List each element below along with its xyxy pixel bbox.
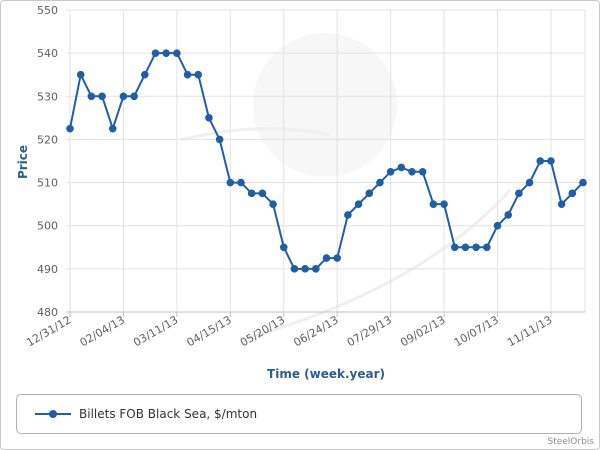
data-point[interactable] <box>376 178 384 187</box>
x-tick-label: 09/02/13 <box>398 313 447 349</box>
data-point[interactable] <box>515 189 523 198</box>
x-tick-label: 11/11/13 <box>505 313 554 349</box>
data-point[interactable] <box>173 49 181 57</box>
data-point[interactable] <box>568 189 577 198</box>
data-point[interactable] <box>536 157 545 165</box>
data-point[interactable] <box>461 243 470 252</box>
watermark-logo <box>179 33 512 342</box>
y-tick-label: 510 <box>37 177 58 190</box>
data-point[interactable] <box>386 167 395 176</box>
data-point[interactable] <box>194 70 203 79</box>
legend-label: Billets FOB Black Sea, $/mton <box>79 407 258 421</box>
line-chart: 480 490 500 510 520 530 540 550 12/31/12 02/04/1… <box>16 4 587 381</box>
data-point[interactable] <box>226 178 235 187</box>
data-point[interactable] <box>483 243 491 252</box>
x-tick-label: 02/04/13 <box>78 313 127 349</box>
y-tick-label: 550 <box>37 4 58 17</box>
x-tick-label: 10/07/13 <box>452 313 501 349</box>
legend[interactable]: Billets FOB Black Sea, $/mton <box>16 394 582 434</box>
x-tick-label: 04/15/13 <box>185 313 234 349</box>
data-point[interactable] <box>87 92 96 101</box>
data-point[interactable] <box>418 167 427 176</box>
data-point[interactable] <box>183 70 192 79</box>
data-point[interactable] <box>344 211 352 219</box>
data-point[interactable] <box>205 114 213 122</box>
data-point[interactable] <box>301 265 309 273</box>
credit-text: SteelOrbis <box>547 437 594 447</box>
series-layer <box>66 49 587 273</box>
legend-symbol <box>35 410 71 418</box>
y-tick-label: 520 <box>37 133 58 146</box>
data-point[interactable] <box>247 189 256 198</box>
data-point[interactable] <box>119 92 128 101</box>
x-axis-title: Time (week.year) <box>267 367 385 381</box>
x-tick-label: 06/24/13 <box>291 313 340 349</box>
x-axis-ticks: 12/31/12 02/04/13 03/11/13 04/15/13 05/20/13… <box>24 311 585 349</box>
data-point[interactable] <box>450 243 459 252</box>
y-tick-label: 490 <box>37 263 58 276</box>
data-point[interactable] <box>397 163 406 172</box>
y-tick-label: 500 <box>37 220 58 233</box>
x-tick-label: 03/11/13 <box>131 313 180 349</box>
x-tick-label: 05/20/13 <box>238 313 287 349</box>
data-point[interactable] <box>76 70 85 79</box>
data-point[interactable] <box>66 124 74 133</box>
data-point[interactable] <box>258 189 267 198</box>
y-axis-title: Price <box>16 145 30 179</box>
data-point[interactable] <box>354 200 363 208</box>
data-point[interactable] <box>215 135 224 144</box>
x-tick-label: 07/29/13 <box>345 313 394 349</box>
data-point[interactable] <box>525 178 534 187</box>
data-point[interactable] <box>547 157 555 165</box>
data-point[interactable] <box>269 200 277 208</box>
data-point[interactable] <box>279 243 288 252</box>
y-tick-label: 530 <box>37 90 58 103</box>
data-point[interactable] <box>472 243 480 252</box>
data-point[interactable] <box>312 265 320 273</box>
data-point[interactable] <box>108 124 117 133</box>
data-point[interactable] <box>504 211 512 219</box>
data-point[interactable] <box>290 265 299 273</box>
data-point[interactable] <box>493 221 502 230</box>
y-tick-label: 480 <box>37 306 58 319</box>
data-point[interactable] <box>151 49 160 57</box>
data-point[interactable] <box>579 178 587 187</box>
data-point[interactable] <box>130 92 138 101</box>
data-point[interactable] <box>141 70 149 79</box>
data-point[interactable] <box>429 200 438 208</box>
data-point[interactable] <box>237 178 245 187</box>
y-axis-ticks: 480 490 500 510 520 530 540 550 <box>37 4 58 319</box>
data-point[interactable] <box>98 92 106 101</box>
data-point[interactable] <box>557 200 566 208</box>
data-point[interactable] <box>440 200 448 208</box>
data-point[interactable] <box>162 49 170 57</box>
data-point[interactable] <box>322 254 331 262</box>
data-point[interactable] <box>408 167 416 176</box>
data-point[interactable] <box>365 189 374 198</box>
y-tick-label: 540 <box>37 47 58 60</box>
data-point[interactable] <box>333 254 341 262</box>
